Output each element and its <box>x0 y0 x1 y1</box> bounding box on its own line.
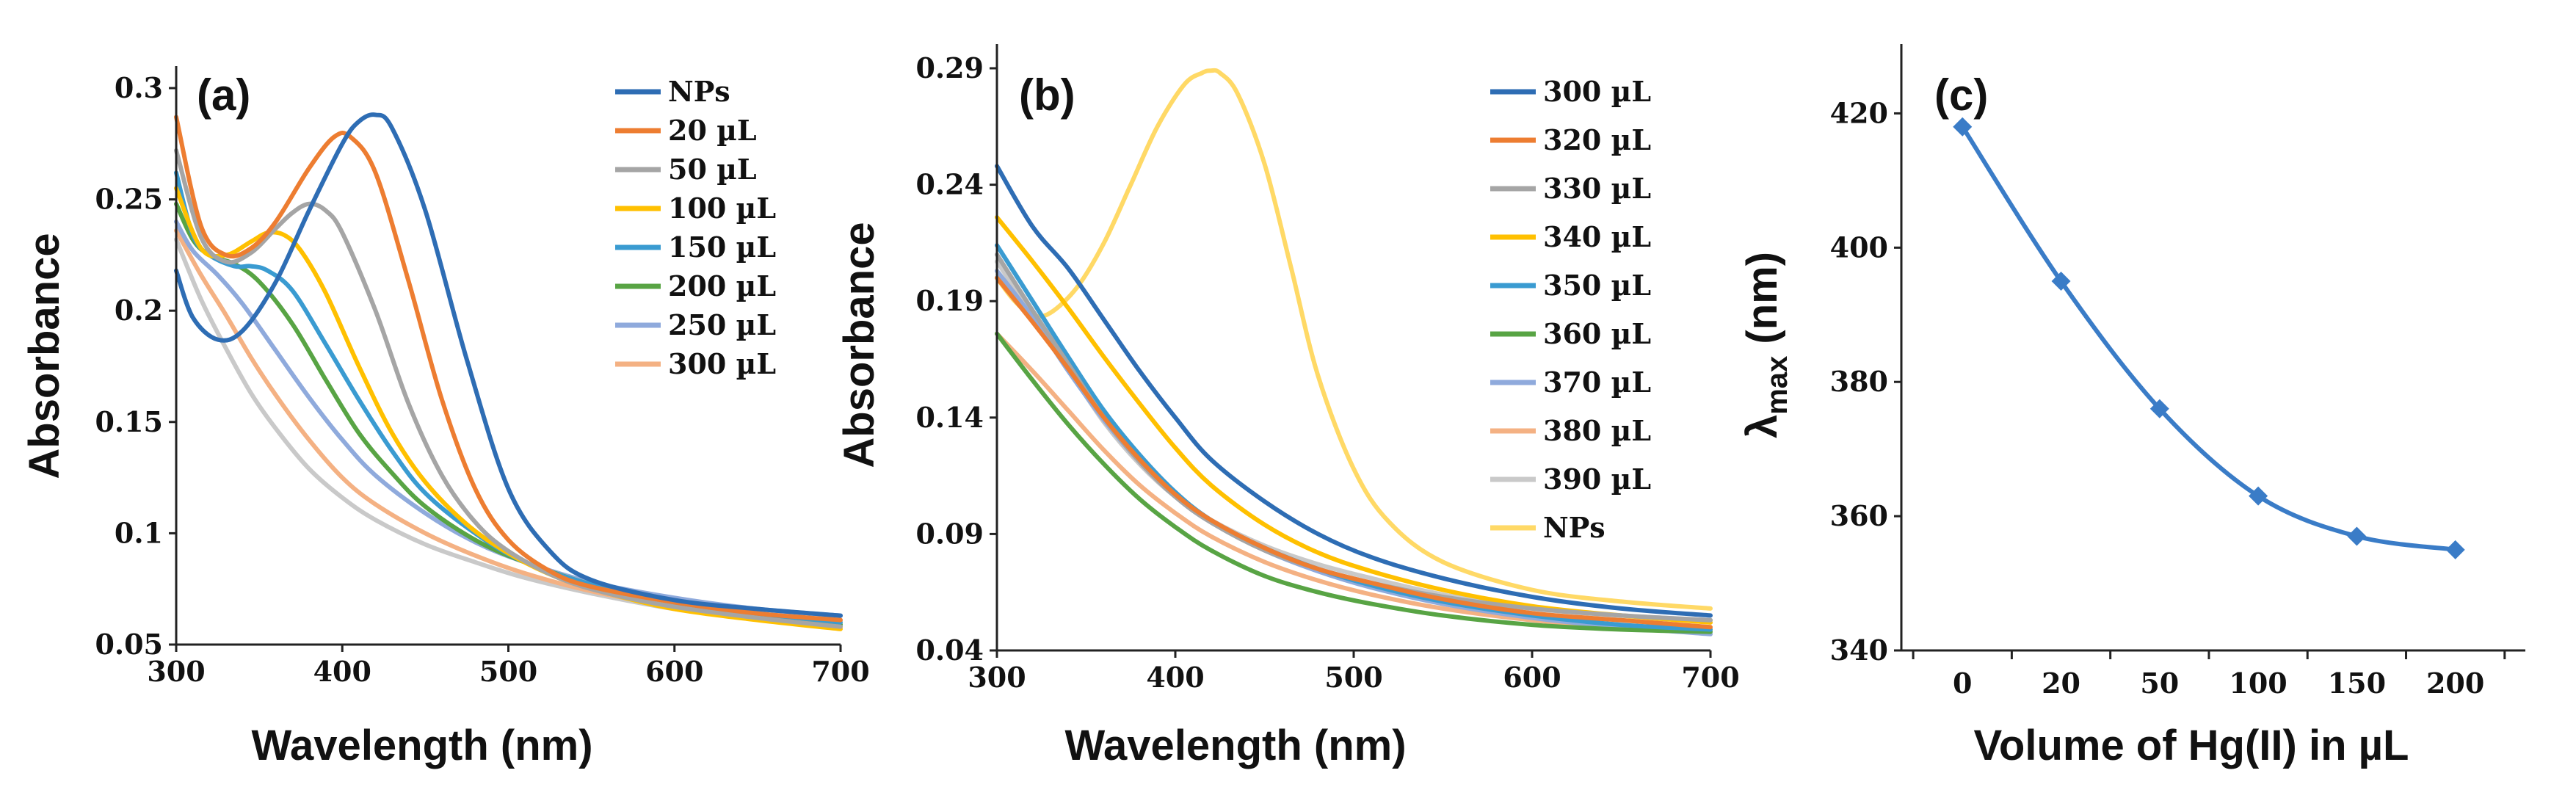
panel-a-chart: 300 400 500 600 700 0.05 0.1 0.15 0.2 0.25 0.3 (a)… <box>21 66 870 769</box>
panel-c-label: (c) <box>1934 70 1988 120</box>
c-fit-curve <box>1960 126 2456 552</box>
panel-a-x-axis-title: Wavelength (nm) <box>251 722 592 769</box>
panel-c-plot-area <box>1953 117 2465 559</box>
panel-a-label: (a) <box>197 70 250 120</box>
b-legend-label: 340 µL <box>1543 220 1651 253</box>
c-x-tick-label: 200 <box>2426 667 2484 700</box>
lambda-subscript: max <box>1761 356 1793 415</box>
a-x-tick-label: 600 <box>645 655 703 688</box>
a-series-line-5 <box>174 201 843 627</box>
a-x-tick-label: 300 <box>147 655 205 688</box>
b-x-tick-label: 400 <box>1146 661 1204 694</box>
a-y-tick-label: 0.3 <box>115 71 163 104</box>
c-data-point <box>2347 526 2367 546</box>
b-legend-label: 360 µL <box>1543 317 1651 350</box>
a-y-tick-label: 0.05 <box>95 628 163 661</box>
panel-a-plot-area <box>174 112 843 631</box>
b-legend-label: 320 µL <box>1543 123 1651 156</box>
c-x-tick-label: 20 <box>2042 667 2080 700</box>
c-y-tick-label: 340 <box>1830 634 1888 667</box>
panel-c-x-axis-title: Volume of Hg(II) in µL <box>1974 722 2409 769</box>
panel-c-y-axis-title: λmax (nm) <box>1738 252 1793 438</box>
c-data-point <box>2149 399 2169 418</box>
panel-a-y-axis-title: Absorbance <box>21 233 68 479</box>
a-x-tick-label: 500 <box>479 655 537 688</box>
panel-b-legend: 300 µL 320 µL 330 µL 340 µL 350 µL 360 µL 370 … <box>1490 75 1651 544</box>
a-series-line-2 <box>174 148 843 629</box>
b-series-line-0 <box>995 164 1713 618</box>
b-legend-label: NPs <box>1543 511 1606 544</box>
b-series-line-5 <box>995 331 1713 634</box>
c-data-point <box>2249 486 2268 506</box>
c-y-tick-label: 420 <box>1830 96 1888 129</box>
panel-b-y-axis-title: Absorbance <box>835 222 883 468</box>
c-data-point <box>2051 272 2071 291</box>
a-legend-label: 150 µL <box>668 231 776 264</box>
a-x-tick-label: 400 <box>313 655 371 688</box>
panel-b-chart: 300 400 500 600 7000.040.090.140.190.240.29 … <box>835 44 1740 769</box>
c-data-point <box>1953 117 1973 137</box>
panel-c-ticks: 340 360 380 400 420 0 20 50 100 150 200 <box>1830 96 2506 700</box>
b-legend-label: 300 µL <box>1543 75 1651 108</box>
b-legend-label: 390 µL <box>1543 463 1651 496</box>
b-legend-label: 330 µL <box>1543 172 1651 205</box>
a-series-line-6 <box>174 219 843 618</box>
b-y-tick-label: 0.24 <box>915 168 984 201</box>
b-x-tick-label: 600 <box>1503 661 1561 694</box>
a-x-tick-label: 700 <box>811 655 869 688</box>
a-y-tick-label: 0.2 <box>115 294 163 327</box>
a-y-tick-label: 0.1 <box>115 516 163 549</box>
c-x-tick-label: 0 <box>1953 667 1972 700</box>
b-x-tick-label: 300 <box>968 661 1026 694</box>
lambda-symbol: λ <box>1738 415 1786 438</box>
b-x-tick-label: 700 <box>1681 661 1739 694</box>
panel-c-chart: 340 360 380 400 420 0 20 50 100 150 200 (c) Volume… <box>1738 44 2525 769</box>
b-x-tick-label: 500 <box>1324 661 1382 694</box>
b-legend-label: 350 µL <box>1543 269 1651 302</box>
c-x-tick-label: 150 <box>2328 667 2386 700</box>
b-y-tick-label: 0.14 <box>915 401 984 434</box>
a-y-tick-label: 0.25 <box>95 183 163 216</box>
a-legend-label: 20 µL <box>668 114 757 147</box>
b-y-tick-label: 0.19 <box>915 284 984 317</box>
c-y-tick-label: 360 <box>1830 499 1888 532</box>
a-legend-label: 300 µL <box>668 347 776 380</box>
c-x-tick-label: 50 <box>2140 667 2179 700</box>
a-legend-label: 100 µL <box>668 192 776 225</box>
a-legend-label: 50 µL <box>668 153 757 186</box>
a-legend-label: 200 µL <box>668 269 776 302</box>
b-series-line-1 <box>995 275 1713 630</box>
panel-a-legend: NPs 20 µL 50 µL 100 µL 150 µL 200 µL 250 µL 300… <box>615 75 776 380</box>
c-y-tick-label: 400 <box>1830 231 1888 264</box>
lambda-unit: (nm) <box>1738 252 1786 356</box>
a-series-line-0 <box>174 112 843 618</box>
a-y-tick-label: 0.15 <box>95 405 163 438</box>
c-x-tick-label: 100 <box>2229 667 2287 700</box>
b-y-tick-label: 0.29 <box>915 51 984 84</box>
panel-b-plot-area <box>995 68 1713 636</box>
panel-b-label: (b) <box>1019 70 1075 120</box>
c-data-point <box>2445 540 2465 559</box>
c-y-tick-label: 380 <box>1830 365 1888 398</box>
b-y-tick-label: 0.09 <box>915 517 984 550</box>
b-legend-label: 370 µL <box>1543 366 1651 399</box>
b-legend-label: 380 µL <box>1543 414 1651 447</box>
a-legend-label: NPs <box>668 75 730 108</box>
panel-a-ticks: 300 400 500 600 700 0.05 0.1 0.15 0.2 0.25 0.3 <box>95 71 869 688</box>
panel-b-x-axis-title: Wavelength (nm) <box>1064 722 1406 769</box>
b-y-tick-label: 0.04 <box>915 634 984 667</box>
a-series-line-1 <box>174 115 843 623</box>
panel-b-ticks: 300 400 500 600 700 0.04 0.09 0.14 0.19 0.24 0.29 <box>915 51 1739 694</box>
a-legend-label: 250 µL <box>668 308 776 341</box>
